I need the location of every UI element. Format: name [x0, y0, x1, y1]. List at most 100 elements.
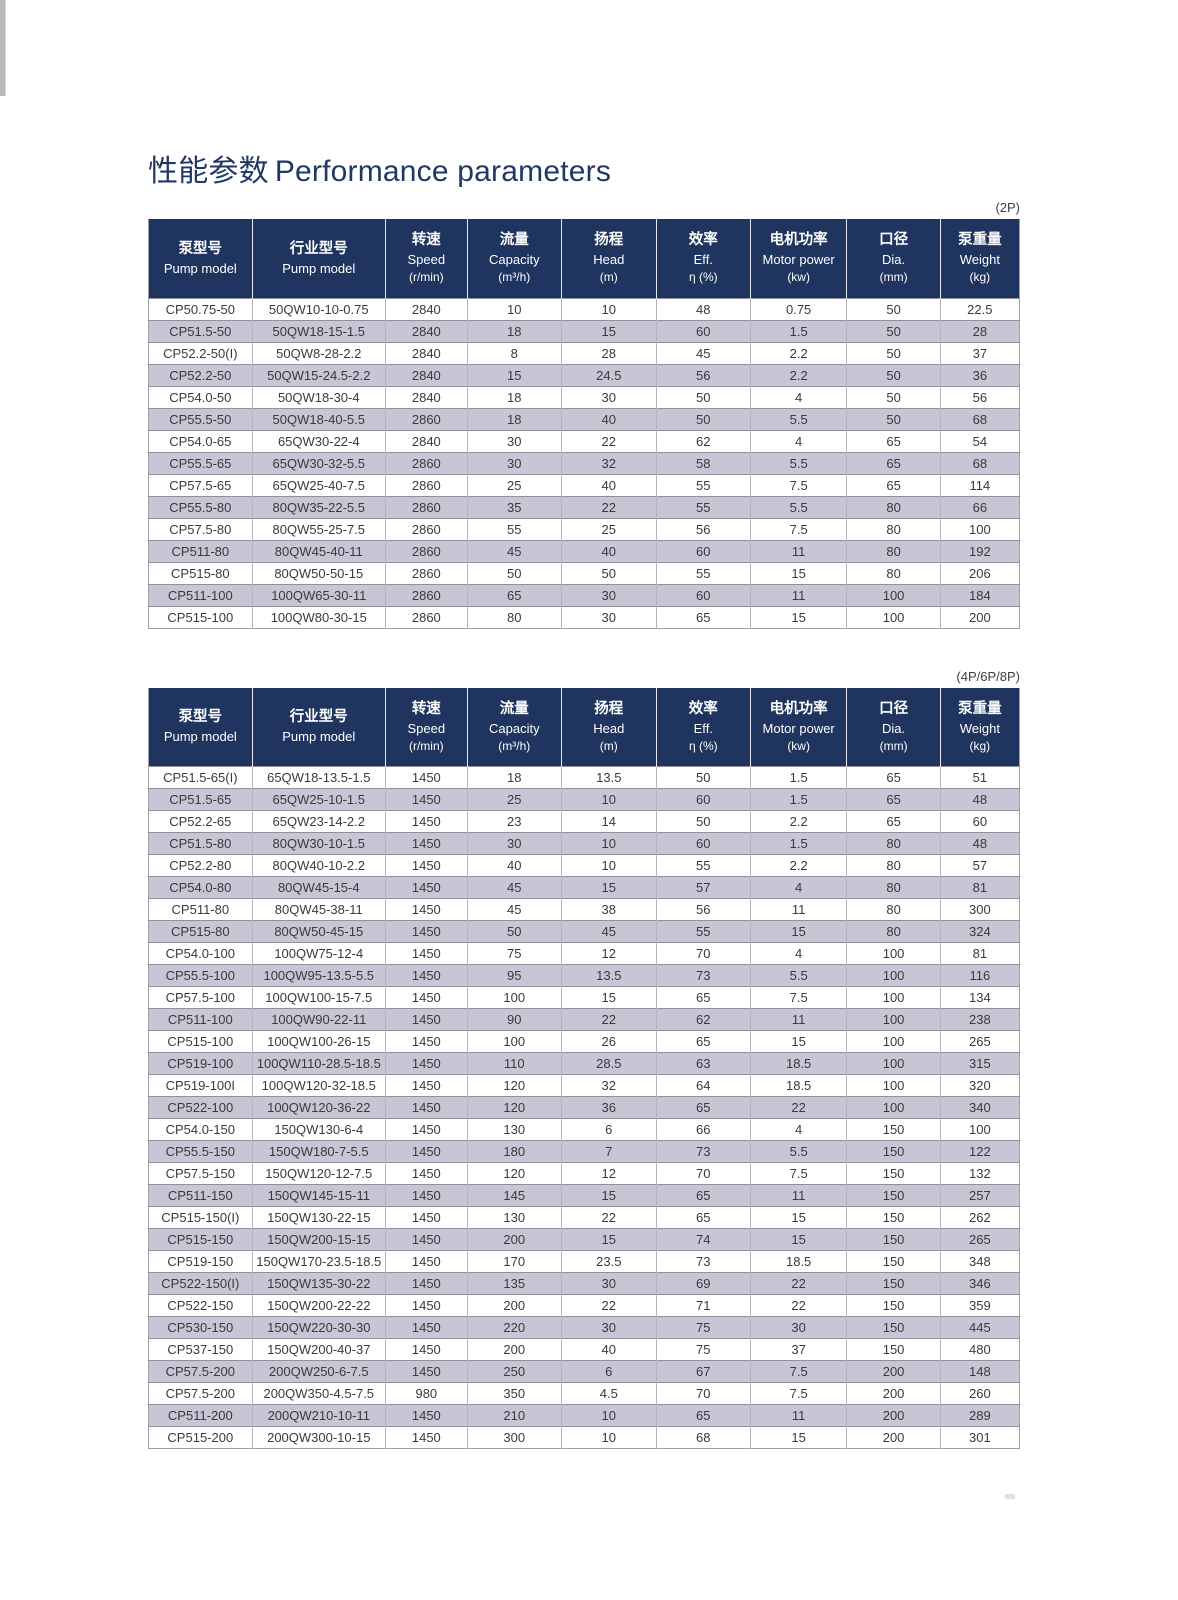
cell: 7.5	[749, 1162, 847, 1185]
cell: 1450	[384, 1030, 468, 1053]
cell: 100QW120-36-22	[251, 1096, 386, 1119]
cell: 50QW18-40-5.5	[251, 407, 386, 430]
cell: 28	[939, 319, 1020, 342]
cell: 62	[655, 429, 751, 452]
cell: 60	[655, 788, 751, 811]
cell: 116	[939, 964, 1020, 987]
cell: 184	[939, 583, 1020, 606]
cell: 13.5	[560, 964, 657, 987]
cell: 22	[749, 1272, 847, 1295]
cell: 56	[655, 363, 751, 386]
table-row: CP52.2-80 80QW40-10-2.2 1450 40 10 55 2.2 80 57	[148, 854, 1020, 877]
table-row: CP515-200 200QW300-10-15 1450 300 10 68 15 200 3…	[148, 1426, 1020, 1449]
cell: 150	[846, 1272, 941, 1295]
table-row: CP57.5-100 100QW100-15-7.5 1450 100 15 65 7.5 1…	[148, 986, 1020, 1009]
cell: 1450	[384, 1096, 468, 1119]
cell: 50	[655, 766, 751, 789]
column-header: 扬程 Head (m)	[560, 687, 657, 767]
cell: CP57.5-80	[148, 517, 253, 540]
cell: CP530-150	[148, 1316, 253, 1339]
cell: 5.5	[749, 407, 847, 430]
cell: 180	[466, 1140, 562, 1163]
cell: CP51.5-65	[148, 788, 253, 811]
column-header: 泵重量 Weight (kg)	[939, 687, 1020, 767]
cell: 150	[846, 1338, 941, 1361]
table-header: 泵型号 Pump model 行业型号 Pump model 转速 Speed (r/min…	[148, 687, 1020, 767]
cell: 4	[749, 876, 847, 899]
page-edge-strip	[0, 0, 6, 96]
cell: 30	[560, 385, 657, 408]
cell: 64	[655, 1074, 751, 1097]
cell: 2840	[384, 429, 468, 452]
cell: 37	[749, 1338, 847, 1361]
column-header: 口径 Dia. (mm)	[846, 219, 941, 298]
performance-table-4p: 泵型号 Pump model 行业型号 Pump model 转速 Speed (r/min…	[148, 687, 1020, 1449]
cell: 58	[655, 451, 751, 474]
cell: 15	[466, 363, 562, 386]
cell: 18	[466, 407, 562, 430]
cell: 81	[939, 876, 1020, 899]
cell: 65	[655, 605, 751, 628]
cell: 28.5	[560, 1052, 657, 1075]
cell: 65QW18-13.5-1.5	[251, 766, 386, 789]
cell: 45	[655, 341, 751, 364]
table-body-2p: CP50.75-50 50QW10-10-0.75 2840 10 10 48 0.75 50…	[148, 297, 1020, 628]
cell: 120	[466, 1096, 562, 1119]
cell: 55	[655, 854, 751, 877]
cell: 65	[655, 986, 751, 1009]
cell: 18.5	[749, 1250, 847, 1273]
table-row: CP55.5-80 80QW35-22-5.5 2860 35 22 55 5.5 80 66	[148, 495, 1020, 518]
cell: 2.2	[749, 810, 847, 833]
cell: 73	[655, 1140, 751, 1163]
cell: 100	[846, 1052, 941, 1075]
cell: 56	[655, 517, 751, 540]
cell: 50	[846, 297, 941, 320]
cell: 210	[466, 1404, 562, 1427]
cell: 1450	[384, 1294, 468, 1317]
cell: 70	[655, 942, 751, 965]
cell: 4	[749, 1118, 847, 1141]
cell: 1450	[384, 1184, 468, 1207]
cell: 150	[846, 1228, 941, 1251]
table-row: CP511-80 80QW45-40-11 2860 45 40 60 11 80 192	[148, 539, 1020, 562]
cell: 100	[846, 1008, 941, 1031]
cell: 50QW15-24.5-2.2	[251, 363, 386, 386]
cell: 30	[466, 832, 562, 855]
table-row: CP511-100 100QW65-30-11 2860 65 30 60 11 100 184	[148, 583, 1020, 606]
cell: 65	[655, 1184, 751, 1207]
cell: 348	[939, 1250, 1020, 1273]
cell: 50QW8-28-2.2	[251, 341, 386, 364]
cell: 68	[939, 451, 1020, 474]
cell: 346	[939, 1272, 1020, 1295]
cell: CP522-150(I)	[148, 1272, 253, 1295]
cell: 2840	[384, 297, 468, 320]
cell: 32	[560, 1074, 657, 1097]
cell: 150QW200-15-15	[251, 1228, 386, 1251]
cell: 100	[846, 1030, 941, 1053]
cell: 65	[846, 810, 941, 833]
cell: 6	[560, 1360, 657, 1383]
cell: 2840	[384, 341, 468, 364]
cell: 36	[939, 363, 1020, 386]
cell: 55	[655, 920, 751, 943]
cell: 50	[846, 341, 941, 364]
cell: 68	[655, 1426, 751, 1449]
cell: 60	[655, 319, 751, 342]
cell: 150QW120-12-7.5	[251, 1162, 386, 1185]
cell: 324	[939, 920, 1020, 943]
cell: 28	[560, 341, 657, 364]
cell: 1.5	[749, 766, 847, 789]
table-4p-tag: (4P/6P/8P)	[956, 668, 1020, 684]
cell: 65	[655, 1096, 751, 1119]
cell: 2840	[384, 363, 468, 386]
table-row: CP515-150 150QW200-15-15 1450 200 15 74 15 150 2…	[148, 1228, 1020, 1251]
cell: 150	[846, 1184, 941, 1207]
cell: CP55.5-150	[148, 1140, 253, 1163]
cell: 200QW210-10-11	[251, 1404, 386, 1427]
cell: 1450	[384, 1316, 468, 1339]
cell: 80	[846, 920, 941, 943]
column-header: 口径 Dia. (mm)	[846, 687, 941, 767]
cell: 22	[560, 1294, 657, 1317]
cell: 65	[846, 473, 941, 496]
cell: 300	[466, 1426, 562, 1449]
